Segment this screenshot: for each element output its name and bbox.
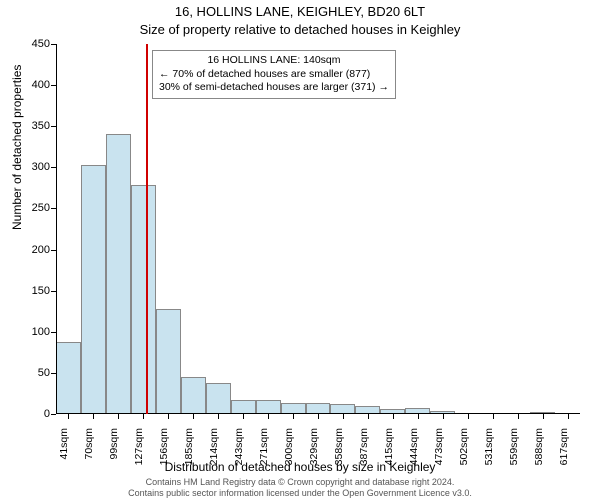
xtick-mark — [118, 414, 119, 419]
callout-line-1: 16 HOLLINS LANE: 140sqm — [159, 54, 389, 68]
bar — [231, 400, 256, 414]
xtick-mark — [393, 414, 394, 419]
chart-container: { "titles": { "line1": "16, HOLLINS LANE… — [0, 0, 600, 500]
ytick-label: 250 — [0, 202, 50, 214]
bar — [256, 400, 281, 414]
xtick-mark — [143, 414, 144, 419]
xtick-mark — [93, 414, 94, 419]
bar — [56, 342, 81, 414]
ytick-mark — [51, 373, 56, 374]
xtick-mark — [368, 414, 369, 419]
ytick-label: 350 — [0, 120, 50, 132]
ytick-mark — [51, 208, 56, 209]
xtick-mark — [493, 414, 494, 419]
bar — [156, 309, 181, 414]
ytick-label: 300 — [0, 161, 50, 173]
callout-line-2: ← 70% of detached houses are smaller (87… — [159, 68, 389, 82]
xtick-mark — [68, 414, 69, 419]
xtick-mark — [243, 414, 244, 419]
ytick-label: 100 — [0, 326, 50, 338]
page-title-line1: 16, HOLLINS LANE, KEIGHLEY, BD20 6LT — [0, 4, 600, 19]
xtick-mark — [343, 414, 344, 419]
chart-area: 16 HOLLINS LANE: 140sqm ← 70% of detache… — [56, 44, 580, 414]
ytick-mark — [51, 85, 56, 86]
xtick-mark — [193, 414, 194, 419]
ytick-label: 200 — [0, 244, 50, 256]
xtick-mark — [543, 414, 544, 419]
ytick-mark — [51, 44, 56, 45]
bar — [106, 134, 131, 414]
xtick-mark — [268, 414, 269, 419]
ytick-mark — [51, 291, 56, 292]
ytick-mark — [51, 414, 56, 415]
ytick-label: 450 — [0, 38, 50, 50]
footer-line-2: Contains public sector information licen… — [0, 488, 600, 498]
xtick-mark — [468, 414, 469, 419]
bar — [81, 165, 106, 414]
y-axis-line — [56, 44, 57, 414]
ytick-label: 50 — [0, 367, 50, 379]
bar — [131, 185, 156, 414]
ytick-mark — [51, 126, 56, 127]
page-title-line2: Size of property relative to detached ho… — [0, 22, 600, 37]
xtick-mark — [318, 414, 319, 419]
footer-text: Contains HM Land Registry data © Crown c… — [0, 477, 600, 498]
xtick-mark — [218, 414, 219, 419]
footer-line-1: Contains HM Land Registry data © Crown c… — [0, 477, 600, 487]
bar — [206, 383, 231, 414]
ytick-label: 400 — [0, 79, 50, 91]
xtick-mark — [293, 414, 294, 419]
xtick-mark — [168, 414, 169, 419]
ytick-mark — [51, 250, 56, 251]
ytick-mark — [51, 167, 56, 168]
plot-area — [56, 44, 580, 414]
xtick-mark — [568, 414, 569, 419]
reference-line — [146, 44, 148, 414]
ytick-label: 0 — [0, 408, 50, 420]
xtick-mark — [418, 414, 419, 419]
bar — [181, 377, 206, 414]
callout-line-3: 30% of semi-detached houses are larger (… — [159, 81, 389, 95]
ytick-label: 150 — [0, 285, 50, 297]
ytick-mark — [51, 332, 56, 333]
xtick-mark — [443, 414, 444, 419]
callout-box: 16 HOLLINS LANE: 140sqm ← 70% of detache… — [152, 50, 396, 99]
xtick-mark — [518, 414, 519, 419]
